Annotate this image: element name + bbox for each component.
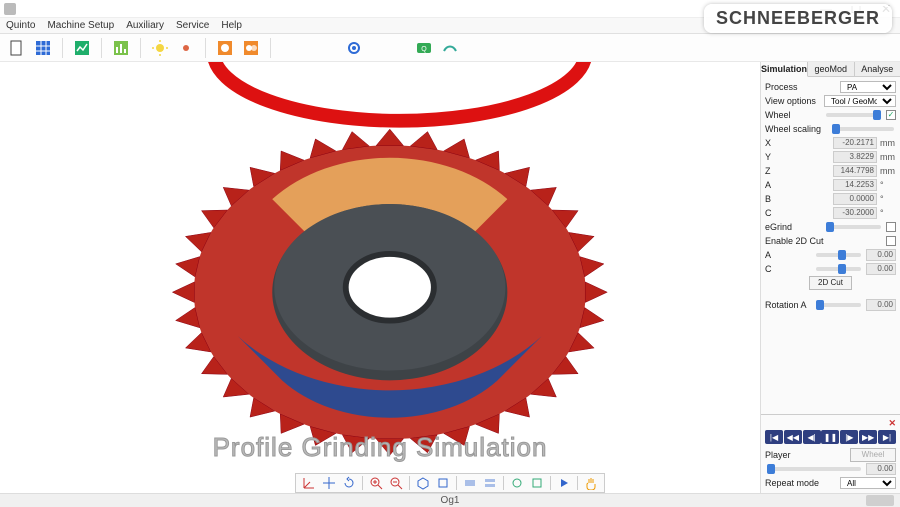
svg-text:Q: Q (421, 46, 427, 53)
coord-a-value: 14.2253 (833, 179, 877, 191)
bb-viewfront-icon[interactable] (434, 474, 452, 492)
menu-machine-setup[interactable]: Machine Setup (47, 20, 114, 31)
viewport-3d[interactable]: // draw simple triangular teeth around t… (0, 62, 760, 493)
menu-help[interactable]: Help (221, 20, 242, 31)
coord-a-label: A (765, 180, 830, 190)
tb-orange1-icon[interactable] (214, 37, 236, 59)
ac-c-value: 0.00 (866, 263, 896, 275)
brand-logo: SCHNEEBERGER (704, 4, 892, 33)
toolbar-top: Q (0, 34, 900, 62)
player-label: Player (765, 450, 847, 460)
bb-cfg1-icon[interactable] (508, 474, 526, 492)
coord-y-value: 3.8229 (833, 151, 877, 163)
viewopt-label: View options (765, 96, 821, 106)
bb-zoomin-icon[interactable] (367, 474, 385, 492)
coord-z-label: Z (765, 166, 830, 176)
coord-c-label: C (765, 208, 830, 218)
tb-orange2-icon[interactable] (240, 37, 262, 59)
tb-logo1-icon[interactable]: Q (413, 37, 435, 59)
bb-zoomout-icon[interactable] (387, 474, 405, 492)
rotationA-value: 0.00 (866, 299, 896, 311)
repeat-label: Repeat mode (765, 478, 837, 488)
bb-layer1-icon[interactable] (461, 474, 479, 492)
ac-a-label: A (765, 250, 811, 260)
egrind-slider[interactable] (826, 225, 882, 229)
player-progress[interactable] (767, 467, 861, 471)
app-icon (4, 3, 16, 15)
tab-simulation[interactable]: Simulation (761, 62, 808, 77)
coord-b-label: B (765, 194, 830, 204)
tab-analyse[interactable]: Analyse (855, 62, 900, 76)
coord-z-value: 144.7798 (833, 165, 877, 177)
rotationA-label: Rotation A (765, 300, 811, 310)
ac-a-value: 0.00 (866, 249, 896, 261)
process-select[interactable]: PA (840, 81, 896, 93)
bb-cfg2-icon[interactable] (528, 474, 546, 492)
cut2d-button[interactable]: 2D Cut (809, 276, 852, 290)
player-stepback[interactable]: ◀| (803, 430, 821, 444)
player-last[interactable]: ▶| (878, 430, 896, 444)
egrind-label: eGrind (765, 222, 821, 232)
player-value: 0.00 (866, 463, 896, 475)
wheelscaling-slider[interactable] (832, 127, 894, 131)
enable2d-label: Enable 2D Cut (765, 236, 883, 246)
toolbar-bottom (295, 473, 605, 493)
tab-geomod[interactable]: geoMod (808, 62, 855, 76)
coord-x-value: -20.2171 (833, 137, 877, 149)
gear-render (0, 62, 760, 493)
tb-dot-icon[interactable] (175, 37, 197, 59)
player-first[interactable]: |◀ (765, 430, 783, 444)
bb-hand-icon[interactable] (582, 474, 600, 492)
right-panel: Simulation geoMod Analyse Process PA Vie… (760, 62, 900, 493)
player-ffwd[interactable]: ▶▶ (859, 430, 877, 444)
statusbar: Og1 (0, 493, 900, 507)
menu-service[interactable]: Service (176, 20, 209, 31)
viewport-watermark: Profile Grinding Simulation (213, 432, 548, 463)
coord-y-label: Y (765, 152, 830, 162)
ac-c-slider[interactable] (816, 267, 862, 271)
enable2d-check[interactable] (886, 236, 896, 246)
viewopt-select[interactable]: Tool / GeoMod (824, 95, 896, 107)
repeat-select[interactable]: All (840, 477, 896, 489)
coord-c-value: -30.2000 (833, 207, 877, 219)
tb-grid-icon[interactable] (32, 37, 54, 59)
bb-rotate-icon[interactable] (340, 474, 358, 492)
wheelscaling-label: Wheel scaling (765, 124, 827, 134)
bb-viewiso-icon[interactable] (414, 474, 432, 492)
wheel-check[interactable] (886, 110, 896, 120)
player-stepfwd[interactable]: |▶ (840, 430, 858, 444)
ac-a-slider[interactable] (816, 253, 862, 257)
wheel-slider[interactable] (826, 113, 882, 117)
bb-axis-icon[interactable] (300, 474, 318, 492)
process-label: Process (765, 82, 837, 92)
status-text: Og1 (441, 495, 460, 506)
player-pause[interactable]: ❚❚ (821, 430, 839, 444)
rotationA-slider[interactable] (816, 303, 862, 307)
bb-play-icon[interactable] (555, 474, 573, 492)
player-wheel-button[interactable]: Wheel (850, 448, 896, 462)
menu-auxiliary[interactable]: Auxiliary (126, 20, 164, 31)
ac-c-label: C (765, 264, 811, 274)
player-close-icon[interactable]: ✕ (765, 418, 896, 428)
tb-sun-icon[interactable] (149, 37, 171, 59)
tb-gear-icon[interactable] (343, 37, 365, 59)
coord-b-value: 0.0000 (833, 193, 877, 205)
tb-logo2-icon[interactable] (439, 37, 461, 59)
tb-new-icon[interactable] (6, 37, 28, 59)
wheel-label: Wheel (765, 110, 821, 120)
egrind-check[interactable] (886, 222, 896, 232)
coord-x-label: X (765, 138, 830, 148)
tb-bars-icon[interactable] (110, 37, 132, 59)
player-panel: ✕ |◀ ◀◀ ◀| ❚❚ |▶ ▶▶ ▶| Player Wheel 0.00… (761, 414, 900, 493)
player-rew[interactable]: ◀◀ (784, 430, 802, 444)
status-badge (866, 495, 894, 506)
bb-move-icon[interactable] (320, 474, 338, 492)
menu-quinto[interactable]: Quinto (6, 20, 35, 31)
tb-chart-icon[interactable] (71, 37, 93, 59)
bb-layer2-icon[interactable] (481, 474, 499, 492)
